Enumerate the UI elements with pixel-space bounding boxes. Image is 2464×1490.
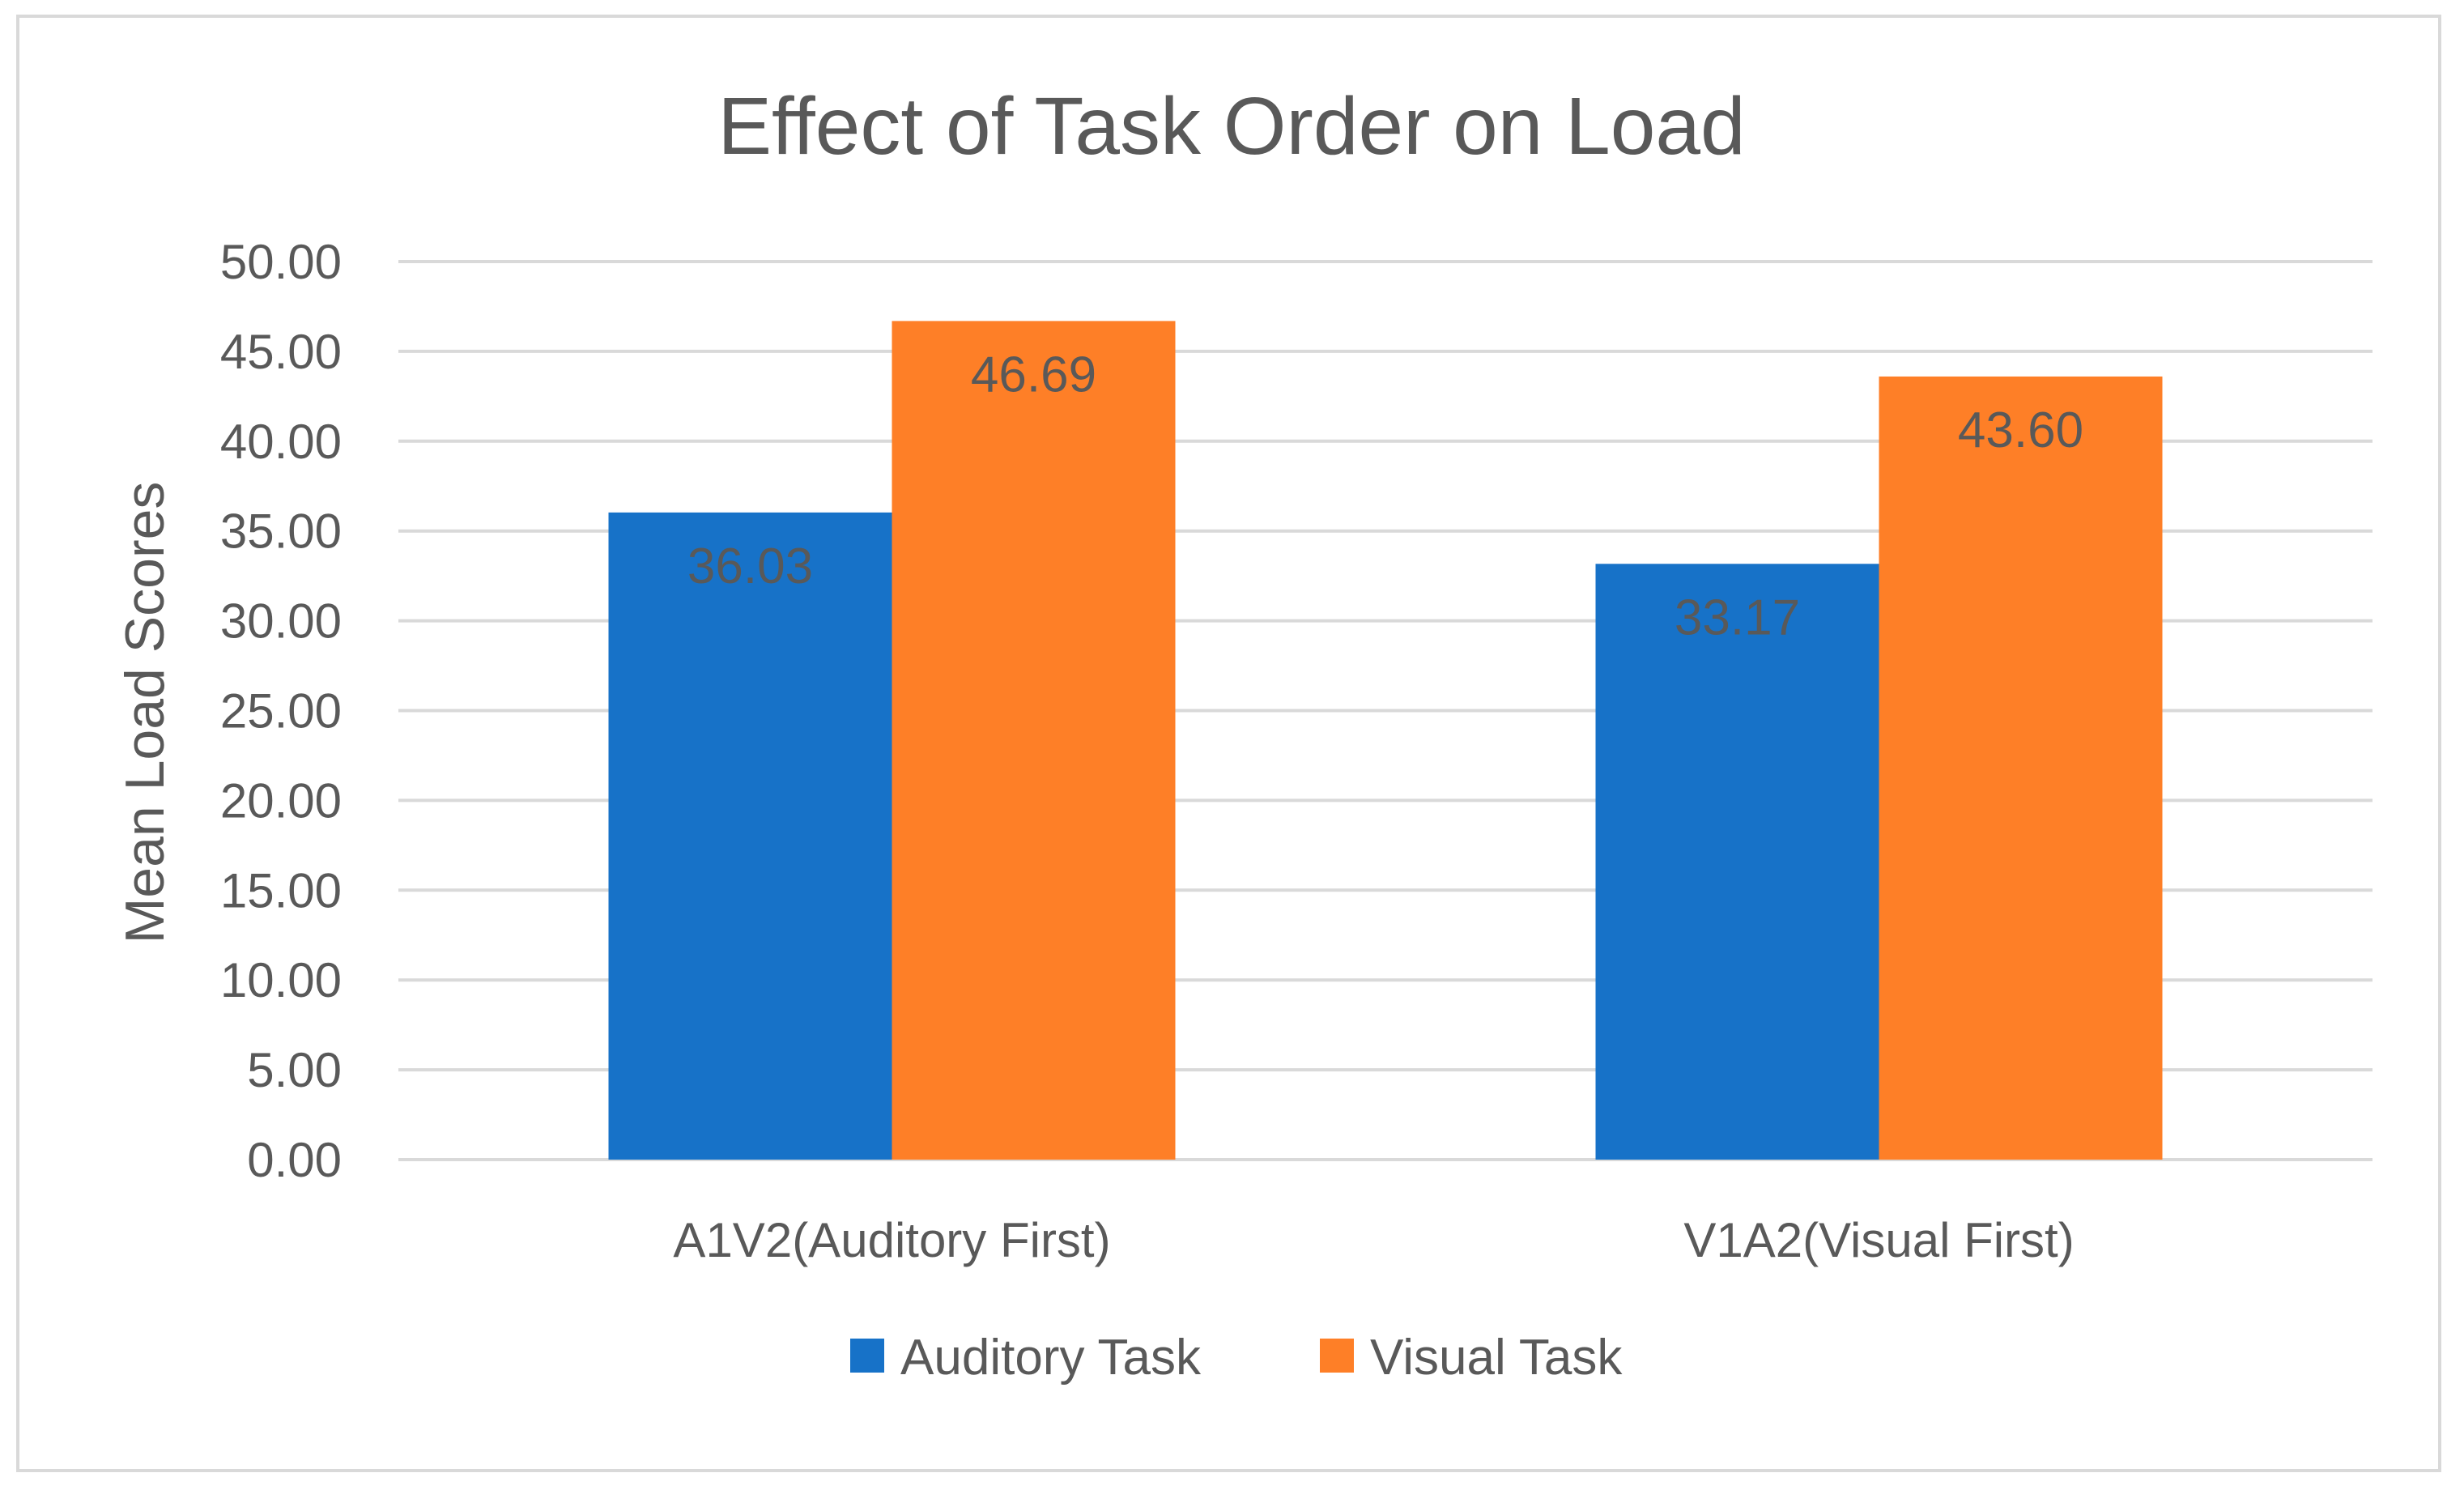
y-tick-label: 40.00 — [220, 415, 342, 469]
chart-title: Effect of Task Order on Load — [717, 81, 1745, 172]
y-tick-label: 25.00 — [220, 684, 342, 739]
legend-swatch — [850, 1339, 884, 1373]
y-tick-label: 50.00 — [220, 235, 342, 289]
y-tick-label: 0.00 — [247, 1133, 342, 1187]
bar-auditory-task — [608, 512, 892, 1160]
bars — [608, 321, 2163, 1160]
y-tick-label: 30.00 — [220, 594, 342, 649]
y-tick-label: 5.00 — [247, 1043, 342, 1097]
data-label: 43.60 — [1958, 402, 2083, 458]
data-label: 33.17 — [1675, 590, 1800, 645]
data-labels: 36.03 46.69 33.17 43.60 — [687, 347, 2083, 645]
x-tick-labels: A1V2(Auditory First) V1A2(Visual First) — [673, 1213, 2074, 1267]
y-tick-label: 35.00 — [220, 504, 342, 559]
y-tick-label: 15.00 — [220, 863, 342, 917]
bar-auditory-task — [1595, 564, 1879, 1160]
y-tick-labels: 0.00 5.00 10.00 15.00 20.00 25.00 30.00 35.00 40… — [220, 235, 342, 1187]
x-tick-label: V1A2(Visual First) — [1683, 1213, 2074, 1267]
legend-swatch — [1320, 1339, 1354, 1373]
y-axis-label: Mean Load Scores — [114, 482, 176, 944]
legend-label: Auditory Task — [900, 1330, 1202, 1386]
x-tick-label: A1V2(Auditory First) — [673, 1213, 1110, 1267]
bar-visual-task — [892, 321, 1176, 1160]
data-label: 46.69 — [971, 347, 1096, 402]
bar-visual-task — [1879, 376, 2163, 1160]
legend: Auditory Task Visual Task — [850, 1330, 1623, 1386]
y-tick-label: 10.00 — [220, 953, 342, 1007]
legend-label: Visual Task — [1370, 1330, 1623, 1386]
y-tick-label: 45.00 — [220, 325, 342, 379]
y-tick-label: 20.00 — [220, 773, 342, 828]
data-label: 36.03 — [687, 539, 813, 594]
